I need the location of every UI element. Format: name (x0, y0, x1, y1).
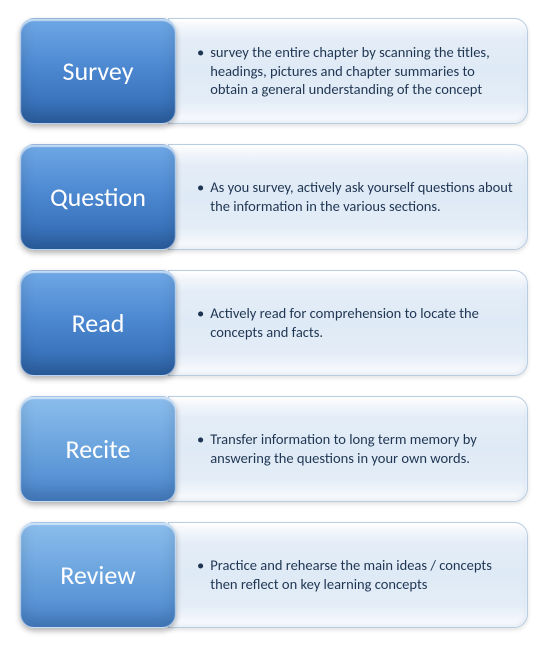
step-survey: Survey • survey the entire chapter by sc… (20, 18, 528, 124)
step-desc-text: Practice and rehearse the main ideas / c… (210, 556, 513, 593)
step-desc-text: survey the entire chapter by scanning th… (210, 43, 513, 99)
step-review: Review • Practice and rehearse the main … (20, 522, 528, 628)
step-question: Question • As you survey, actively ask y… (20, 144, 528, 250)
bullet-icon: • (197, 556, 204, 575)
step-desc-box: • As you survey, actively ask yourself q… (168, 144, 528, 250)
step-desc-box: • Actively read for comprehension to loc… (168, 270, 528, 376)
step-desc-box: • survey the entire chapter by scanning … (168, 18, 528, 124)
step-label-box: Survey (20, 18, 176, 124)
bullet-icon: • (197, 43, 204, 62)
step-label-text: Survey (63, 55, 134, 87)
step-recite: Recite • Transfer information to long te… (20, 396, 528, 502)
step-label-box: Read (20, 270, 176, 376)
step-desc-bullet: • Practice and rehearse the main ideas /… (197, 556, 513, 593)
step-label-text: Review (60, 559, 136, 591)
step-label-text: Recite (66, 433, 131, 465)
step-label-text: Read (72, 307, 125, 339)
step-label-box: Question (20, 144, 176, 250)
bullet-icon: • (197, 430, 204, 449)
bullet-icon: • (197, 304, 204, 323)
step-desc-text: Transfer information to long term memory… (210, 430, 513, 467)
step-desc-box: • Practice and rehearse the main ideas /… (168, 522, 528, 628)
step-label-box: Review (20, 522, 176, 628)
step-desc-bullet: • As you survey, actively ask yourself q… (197, 178, 513, 215)
step-desc-box: • Transfer information to long term memo… (168, 396, 528, 502)
step-label-box: Recite (20, 396, 176, 502)
step-desc-bullet: • Actively read for comprehension to loc… (197, 304, 513, 341)
step-desc-text: Actively read for comprehension to locat… (210, 304, 513, 341)
step-desc-bullet: • Transfer information to long term memo… (197, 430, 513, 467)
bullet-icon: • (197, 178, 204, 197)
step-label-text: Question (50, 181, 146, 213)
step-desc-bullet: • survey the entire chapter by scanning … (197, 43, 513, 99)
step-read: Read • Actively read for comprehension t… (20, 270, 528, 376)
step-desc-text: As you survey, actively ask yourself que… (210, 178, 513, 215)
